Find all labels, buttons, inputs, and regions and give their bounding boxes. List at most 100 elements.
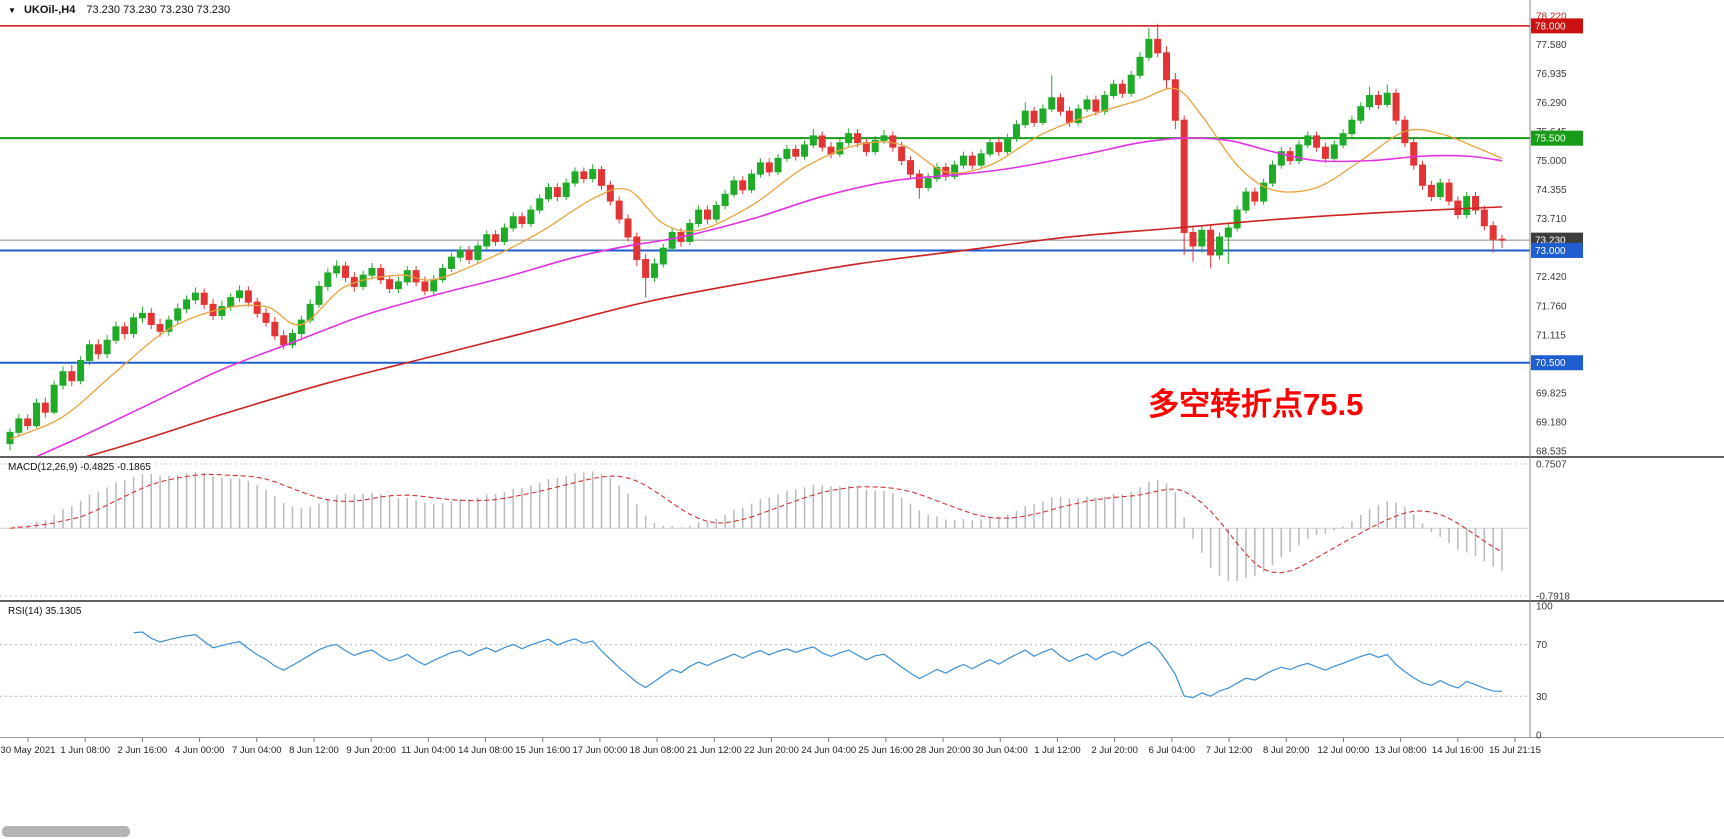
ohlc-values: 73.230 73.230 73.230 73.230 [86,4,231,16]
candle-body [1057,97,1065,112]
candle-body [553,187,561,198]
candle-body [527,209,535,225]
candle-body [615,200,623,220]
candle-body [545,187,553,200]
candle-body [1498,238,1506,241]
rsi-line [133,631,1503,699]
candle-body [1074,108,1082,123]
candle-body [315,285,323,305]
candle-body [456,249,464,258]
time-tick-label: 21 Jun 12:00 [687,745,742,756]
candle-body [103,339,111,355]
time-tick-label: 15 Jun 16:00 [515,745,570,756]
candle-body [650,263,658,278]
candle-body [289,333,297,346]
candle-body [1348,119,1356,135]
candle-body [1215,236,1223,256]
candle-body [518,216,526,225]
candle-body [1012,124,1020,139]
candle-body [1489,225,1497,240]
chart-dropdown-icon[interactable]: ▼ [8,6,16,15]
candle-body [1339,133,1347,146]
candle-body [1277,151,1285,166]
candle-body [951,164,959,177]
candle-body [112,326,120,341]
price-tick-label: 76.290 [1536,98,1567,109]
candle-body [1118,83,1126,94]
candle-body [721,193,729,207]
candle-body [1145,38,1153,58]
rsi-scale-label: 100 [1536,602,1553,613]
candle-body [1295,144,1303,162]
time-tick-label: 12 Jul 00:00 [1318,745,1370,756]
price-badge-label: 73.000 [1535,246,1566,257]
candle-body [1260,182,1268,202]
time-tick-label: 2 Jun 16:00 [118,745,168,756]
candle-body [1048,97,1056,110]
candle-body [500,227,508,242]
candle-body [368,267,376,276]
candle-body [845,133,853,144]
candle-body [147,312,155,326]
candle-body [130,317,138,335]
candle-body [85,344,93,361]
candle-body [642,258,650,278]
candle-body [968,155,976,166]
time-tick-label: 28 Jun 20:00 [916,745,971,756]
price-tick-label: 72.420 [1536,272,1567,283]
price-badge-label: 78.000 [1535,21,1566,32]
candle-body [236,290,244,299]
main-price-panel[interactable] [0,23,1530,478]
candle-body [492,234,500,242]
candle-body [421,281,429,292]
candle-body [1304,135,1312,146]
candle-body [818,135,826,148]
time-tick-label: 14 Jun 08:00 [458,745,513,756]
candle-body [1092,99,1100,112]
horizontal-scrollbar-thumb[interactable] [2,826,130,837]
time-tick-label: 22 Jun 20:00 [744,745,799,756]
candle-body [624,218,632,238]
candle-body [1313,135,1321,148]
rsi-panel[interactable] [0,631,1530,699]
candle-body [1180,119,1188,233]
price-badge [1531,18,1583,34]
candle-body [1251,191,1259,202]
candle-body [1101,94,1109,112]
candle-body [889,135,897,148]
candle-body [536,198,544,211]
candle-body [271,321,279,337]
candle-body [906,160,914,175]
candle-body [218,306,226,317]
candle-body [412,270,420,283]
candle-body [1171,79,1179,121]
time-tick-label: 14 Jul 16:00 [1432,745,1484,756]
macd-panel[interactable] [0,463,1530,597]
candle-body [1030,110,1038,123]
annotation-text: 多空转折点75.5 [1148,387,1364,422]
candle-body [598,169,606,186]
candle-body [774,157,782,173]
candle-body [1207,229,1215,256]
time-tick-label: 8 Jun 12:00 [289,745,339,756]
candle-body [695,209,703,225]
candle-body [1242,191,1250,211]
candle-body [730,180,738,195]
candle-body [483,234,491,247]
candle-body [262,312,270,323]
rsi-indicator-label: RSI(14) 35.1305 [8,606,82,617]
candle-body [1039,108,1047,123]
symbol-timeframe-label: UKOil-,H4 [23,4,76,16]
time-tick-label: 25 Jun 16:00 [858,745,913,756]
candle-body [509,216,517,229]
candle-body [633,236,641,260]
candle-body [1268,164,1276,184]
candle-body [1154,38,1162,54]
candle-body [915,173,923,189]
candle-body [183,299,191,310]
candle-body [924,178,932,189]
rsi-scale-label: 70 [1536,640,1548,651]
time-tick-label: 6 Jul 04:00 [1149,745,1195,756]
candle-body [41,402,49,413]
